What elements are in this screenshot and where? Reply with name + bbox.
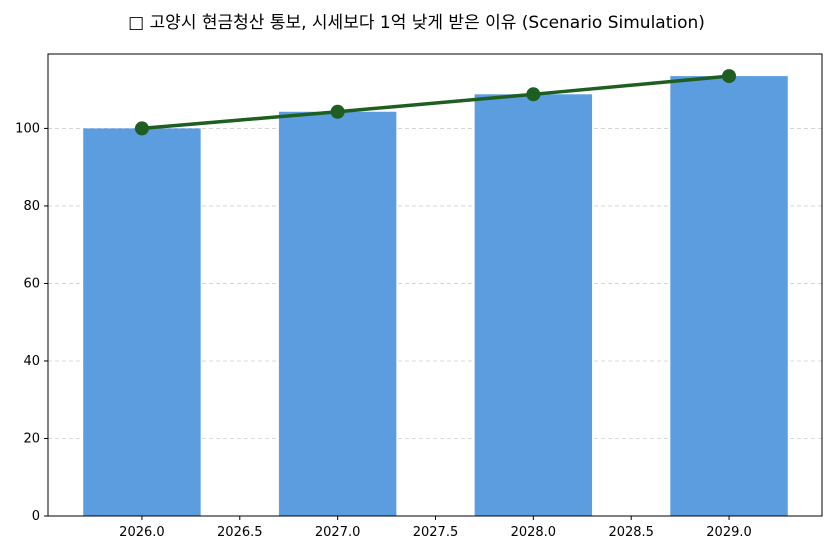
chart-title: □ 고양시 현금청산 통보, 시세보다 1억 낮게 받은 이유 (Scenari… bbox=[128, 13, 705, 33]
bar bbox=[83, 128, 201, 516]
y-tick-label: 0 bbox=[32, 509, 40, 524]
x-tick-label: 2027.5 bbox=[413, 525, 459, 540]
y-tick-label: 80 bbox=[23, 199, 40, 214]
y-tick-label: 60 bbox=[23, 276, 40, 291]
line-marker bbox=[134, 121, 149, 136]
series-line bbox=[141, 74, 730, 131]
x-tick-label: 2026.5 bbox=[217, 525, 263, 540]
x-tick-label: 2027.0 bbox=[315, 525, 361, 540]
bar bbox=[670, 76, 788, 516]
bar bbox=[278, 111, 397, 516]
line-marker bbox=[330, 104, 345, 119]
x-tick-label: 2029.0 bbox=[706, 525, 752, 540]
x-tick-label: 2028.5 bbox=[608, 525, 654, 540]
line-marker bbox=[722, 69, 737, 84]
y-tick-label: 20 bbox=[23, 431, 40, 446]
y-tick-label: 100 bbox=[15, 121, 40, 136]
y-tick-label: 40 bbox=[23, 354, 40, 369]
x-tick-label: 2028.0 bbox=[511, 525, 557, 540]
line-marker bbox=[526, 87, 541, 102]
x-tick-label: 2026.0 bbox=[119, 525, 165, 540]
bar bbox=[474, 94, 593, 517]
